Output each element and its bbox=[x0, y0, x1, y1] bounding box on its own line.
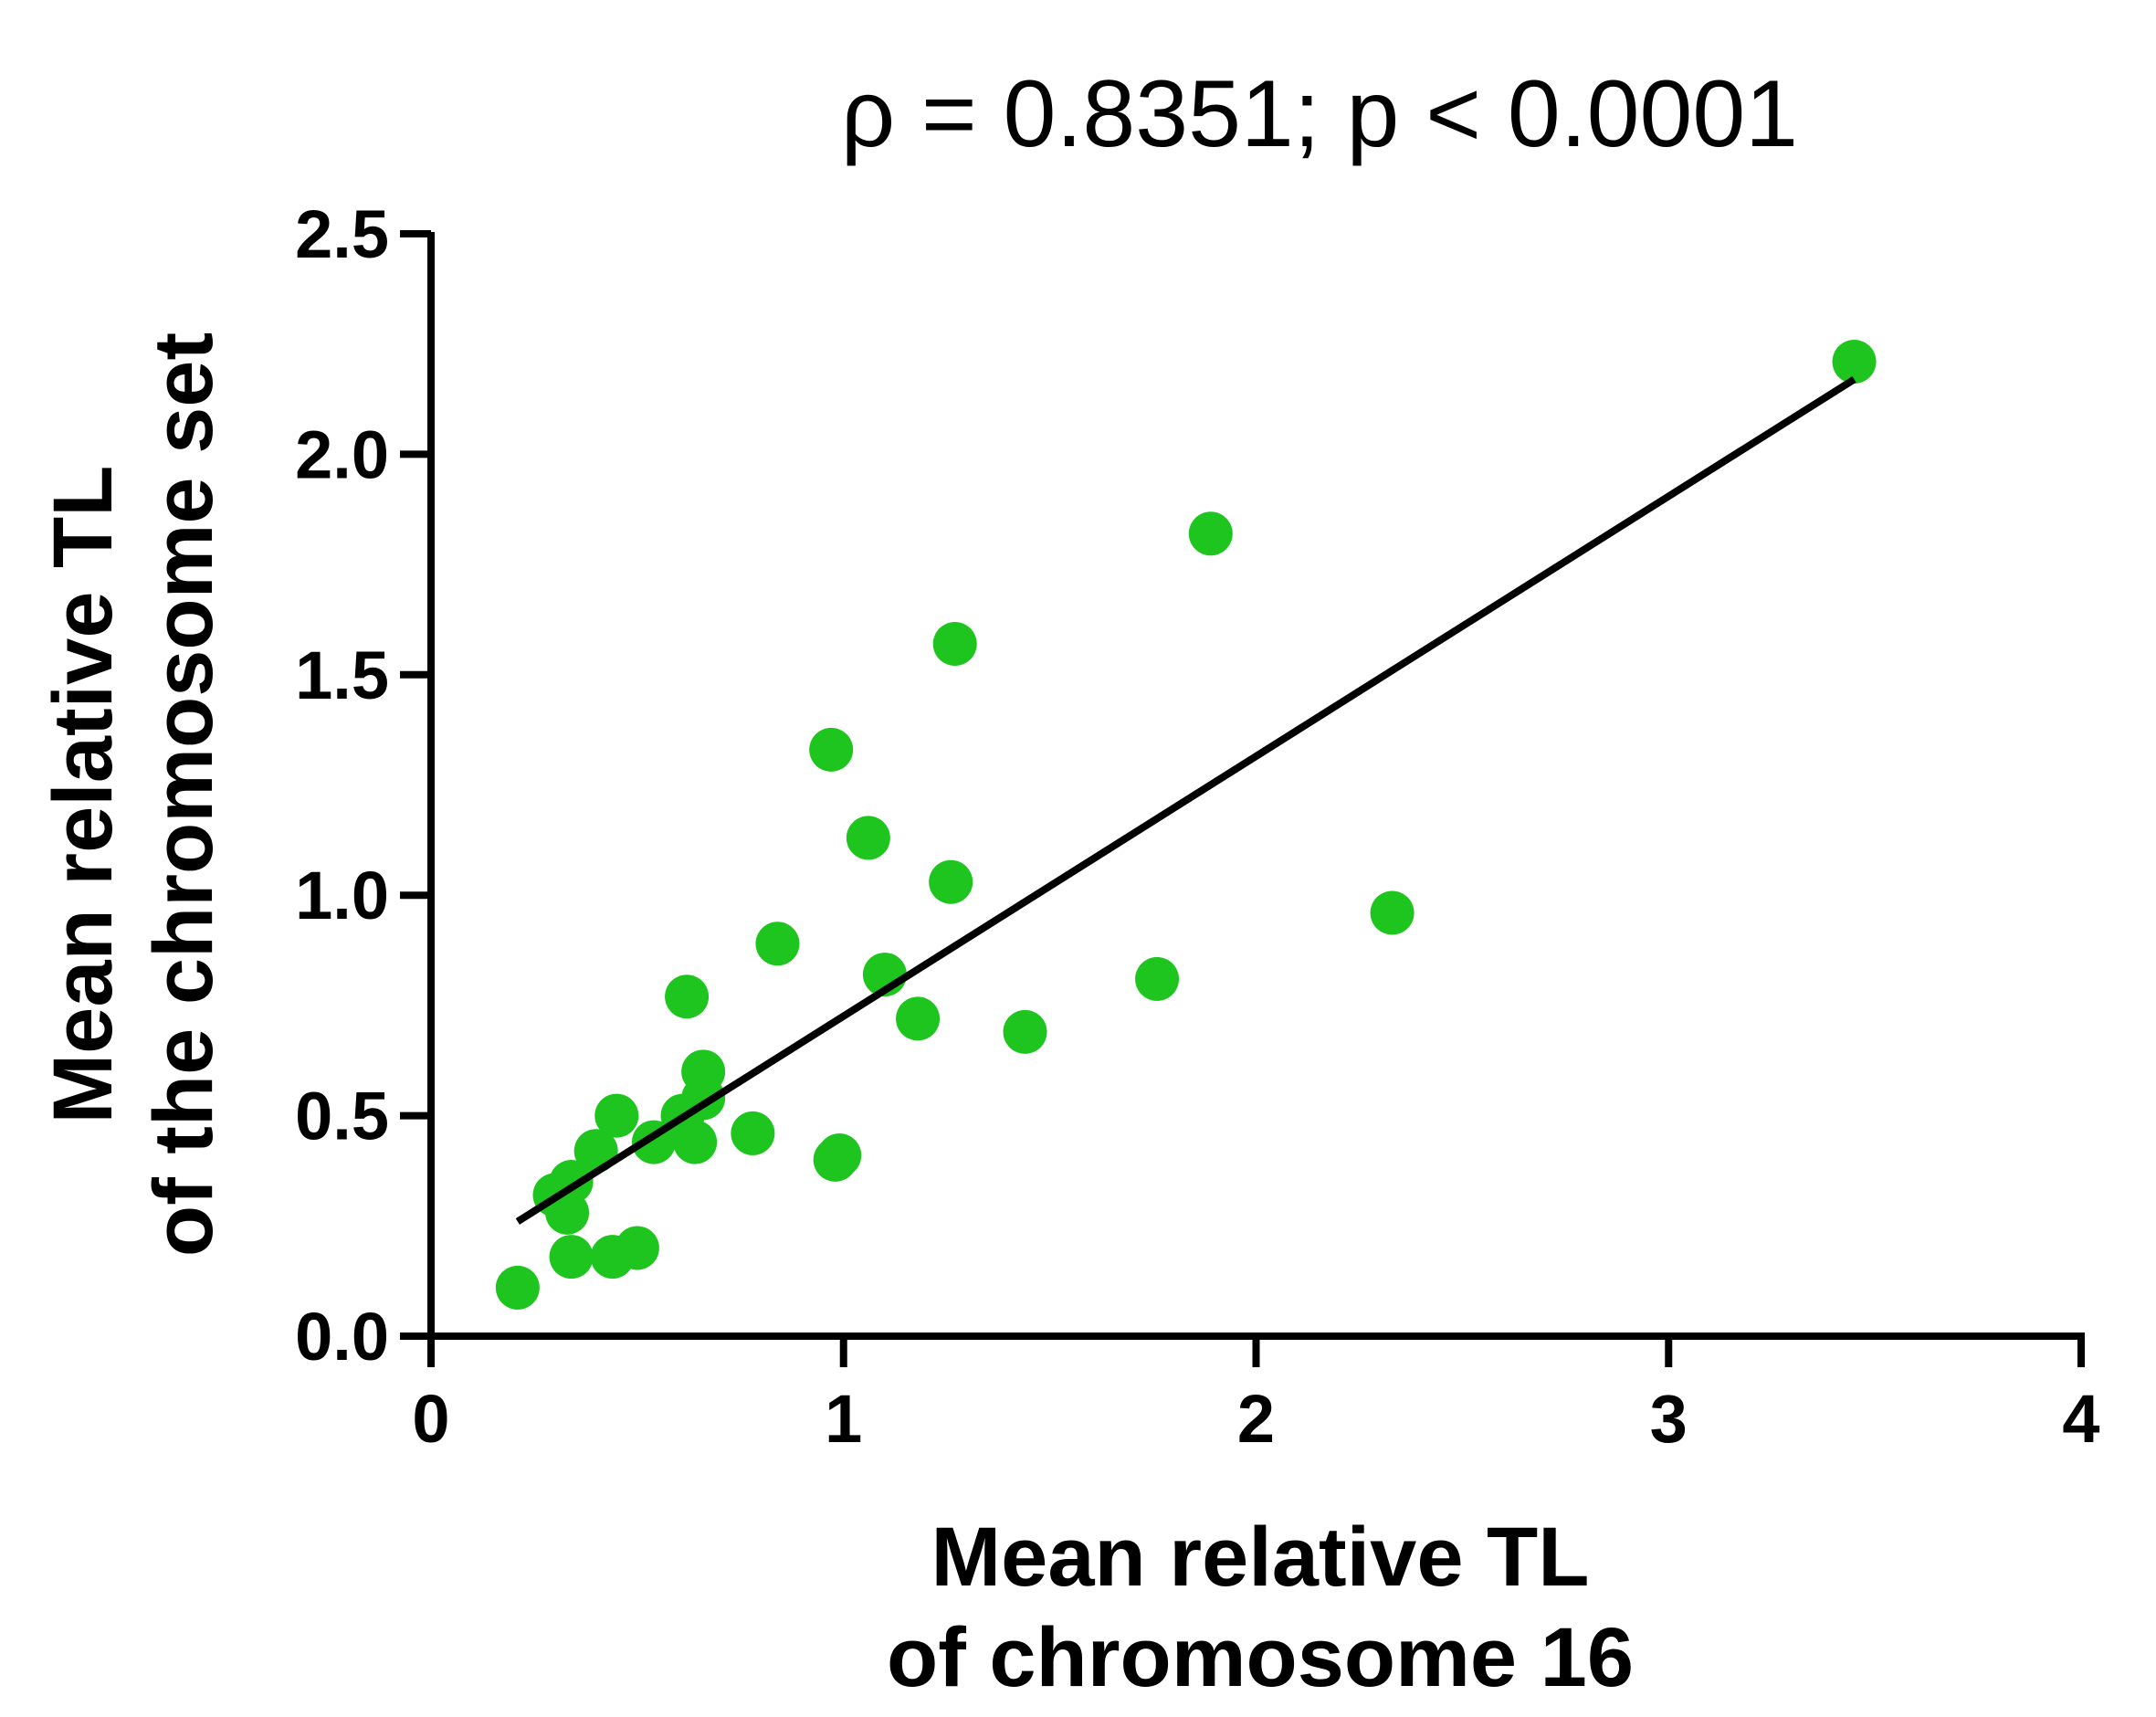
data-point-13 bbox=[1003, 1009, 1047, 1054]
regression-line bbox=[515, 375, 1856, 1225]
data-point-5 bbox=[846, 816, 890, 860]
y-axis-label-line-1: Mean relative TL bbox=[37, 466, 130, 1124]
data-point-17 bbox=[594, 1093, 639, 1138]
data-point-26 bbox=[545, 1190, 590, 1235]
x-tick-label-1: 1 bbox=[825, 1381, 862, 1457]
x-axis-label-line-1: Mean relative TL bbox=[931, 1511, 1590, 1604]
data-point-8 bbox=[755, 922, 800, 966]
x-tick-label-3: 3 bbox=[1650, 1381, 1688, 1457]
data-point-6 bbox=[929, 859, 973, 904]
data-point-11 bbox=[665, 974, 710, 1019]
data-point-23 bbox=[813, 1137, 857, 1182]
axes-layer bbox=[400, 230, 2085, 1367]
data-point-29 bbox=[549, 1235, 594, 1280]
y-tick-label-0: 0.0 bbox=[295, 1299, 389, 1375]
data-point-7 bbox=[1370, 890, 1415, 935]
y-tick-label-5: 2.5 bbox=[295, 196, 389, 272]
data-point-4 bbox=[809, 727, 854, 772]
data-point-18 bbox=[731, 1111, 775, 1155]
chart-title: ρ = 0.8351; p < 0.0001 bbox=[841, 61, 1798, 167]
points-layer bbox=[495, 340, 1877, 1310]
y-tick-label-2: 1.0 bbox=[295, 858, 389, 933]
x-tick-label-4: 4 bbox=[2062, 1381, 2099, 1457]
data-point-30 bbox=[495, 1265, 540, 1310]
data-point-12 bbox=[896, 996, 941, 1041]
data-point-1 bbox=[1832, 340, 1877, 384]
x-axis-label-line-2: of chromosome 16 bbox=[887, 1611, 1634, 1704]
regression-layer bbox=[515, 375, 1856, 1225]
x-tick-label-0: 0 bbox=[412, 1381, 449, 1457]
x-tick-label-2: 2 bbox=[1237, 1381, 1275, 1457]
y-axis-label-line-2: of the chromosome set bbox=[137, 332, 230, 1257]
data-point-20 bbox=[673, 1120, 718, 1164]
text-layer: 0.0 0.5 1.0 1.5 2.0 2.5 0 1 2 3 4 ρ = 0.8351; p < 0… bbox=[37, 61, 2100, 1704]
y-tick-label-4: 2.0 bbox=[295, 416, 389, 492]
y-tick-label-1: 0.5 bbox=[295, 1079, 389, 1154]
y-tick-label-3: 1.5 bbox=[295, 637, 389, 713]
data-point-3 bbox=[932, 622, 977, 667]
data-point-2 bbox=[1188, 511, 1233, 556]
data-point-10 bbox=[1135, 956, 1180, 1001]
data-point-28 bbox=[590, 1235, 635, 1280]
